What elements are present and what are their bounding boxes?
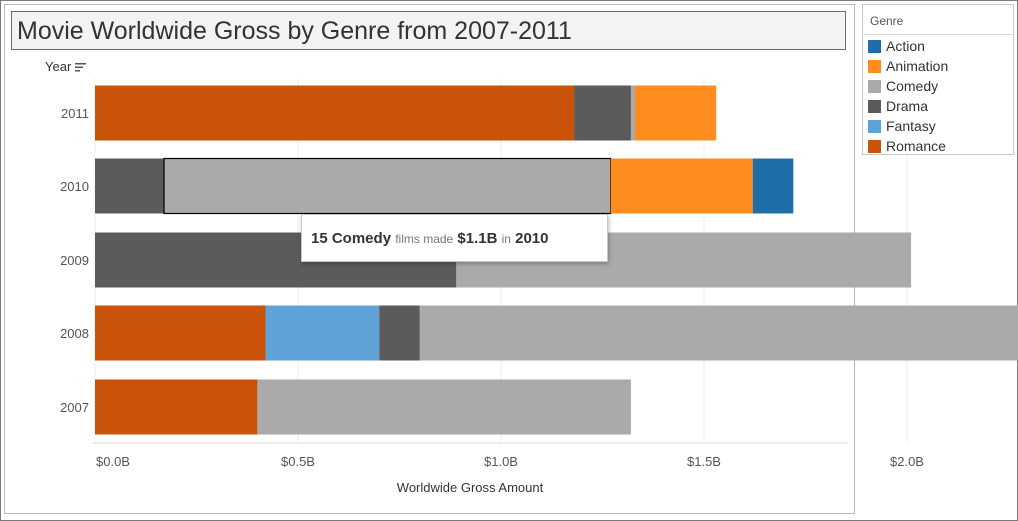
- legend-title: Genre: [863, 5, 1013, 35]
- tooltip: 15 Comedy films made $1.1B in 2010: [301, 214, 608, 262]
- legend-item-drama[interactable]: Drama: [868, 98, 1008, 116]
- legend-label-animation: Animation: [886, 58, 949, 74]
- bar-segment-2008-comedy[interactable]: [419, 305, 1018, 361]
- legend-swatch-comedy: [868, 80, 881, 93]
- tooltip-year: 2010: [515, 230, 549, 247]
- x-tick-label: $2.0B: [890, 454, 924, 469]
- sort-icon[interactable]: [75, 62, 87, 72]
- bar-segment-2010-drama[interactable]: [95, 158, 165, 214]
- bar-segment-2007-romance[interactable]: [95, 379, 258, 435]
- legend-swatch-fantasy: [868, 120, 881, 133]
- bar-segment-2011-romance[interactable]: [95, 85, 575, 141]
- year-axis-header: Year: [45, 59, 72, 74]
- bar-segment-2007-comedy[interactable]: [257, 379, 631, 435]
- tooltip-line: 15 Comedy films made $1.1B in 2010: [311, 230, 549, 247]
- legend-swatch-action: [868, 40, 881, 53]
- tooltip-count-genre: 15 Comedy: [311, 230, 392, 247]
- legend-item-animation[interactable]: Animation: [868, 58, 1008, 76]
- legend-label-action: Action: [886, 38, 925, 54]
- legend-label-comedy: Comedy: [886, 78, 939, 94]
- x-tick-label: $0.0B: [96, 454, 130, 469]
- tooltip-amount: $1.1B: [457, 230, 498, 247]
- x-tick-label: $1.5B: [687, 454, 721, 469]
- legend-item-action[interactable]: Action: [868, 38, 1008, 56]
- bar-segment-2008-fantasy[interactable]: [265, 305, 380, 361]
- chart-title: Movie Worldwide Gross by Genre from 2007…: [17, 17, 572, 45]
- legend-label-drama: Drama: [886, 98, 929, 114]
- y-tick-label: 2010: [60, 179, 89, 194]
- legend-swatch-romance: [868, 140, 881, 153]
- y-tick-label: 2009: [60, 253, 89, 268]
- bar-segment-2011-drama[interactable]: [574, 85, 631, 141]
- bar-segment-2010-comedy[interactable]: [163, 157, 612, 215]
- tooltip-middle-text: films made: [395, 232, 454, 246]
- bar-segment-2010-animation[interactable]: [610, 158, 753, 214]
- title-box: Movie Worldwide Gross by Genre from 2007…: [11, 11, 846, 50]
- x-tick-label: $1.0B: [484, 454, 518, 469]
- bar-segment-2008-romance[interactable]: [95, 305, 266, 361]
- legend-label-romance: Romance: [886, 138, 946, 154]
- legend: Genre Action Animation Comedy Drama Fant…: [862, 4, 1014, 155]
- legend-item-fantasy[interactable]: Fantasy: [868, 118, 1008, 136]
- y-tick-label: 2011: [61, 106, 89, 121]
- y-tick-label: 2008: [60, 326, 89, 341]
- legend-label-fantasy: Fantasy: [886, 118, 936, 134]
- tooltip-in-text: in: [501, 232, 511, 246]
- bar-segment-2010-action[interactable]: [752, 158, 794, 214]
- bar-segment-2008-drama[interactable]: [379, 305, 420, 361]
- legend-swatch-drama: [868, 100, 881, 113]
- bar-segment-2011-comedy[interactable]: [630, 85, 635, 141]
- bar-segment-2011-animation[interactable]: [634, 85, 717, 141]
- x-axis-title: Worldwide Gross Amount: [397, 480, 544, 495]
- legend-item-romance[interactable]: Romance: [868, 138, 1008, 156]
- y-tick-label: 2007: [60, 400, 89, 415]
- legend-swatch-animation: [868, 60, 881, 73]
- x-tick-label: $0.5B: [281, 454, 315, 469]
- legend-item-comedy[interactable]: Comedy: [868, 78, 1008, 96]
